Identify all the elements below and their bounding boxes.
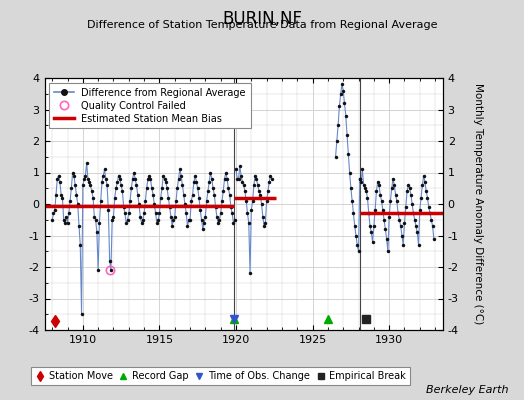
- Text: Difference of Station Temperature Data from Regional Average: Difference of Station Temperature Data f…: [87, 20, 437, 30]
- Text: Berkeley Earth: Berkeley Earth: [426, 385, 508, 395]
- Legend: Difference from Regional Average, Quality Control Failed, Estimated Station Mean: Difference from Regional Average, Qualit…: [49, 83, 251, 128]
- Legend: Station Move, Record Gap, Time of Obs. Change, Empirical Break: Station Move, Record Gap, Time of Obs. C…: [31, 367, 410, 385]
- Y-axis label: Monthly Temperature Anomaly Difference (°C): Monthly Temperature Anomaly Difference (…: [473, 83, 483, 325]
- Text: BURIN,NF: BURIN,NF: [222, 10, 302, 28]
